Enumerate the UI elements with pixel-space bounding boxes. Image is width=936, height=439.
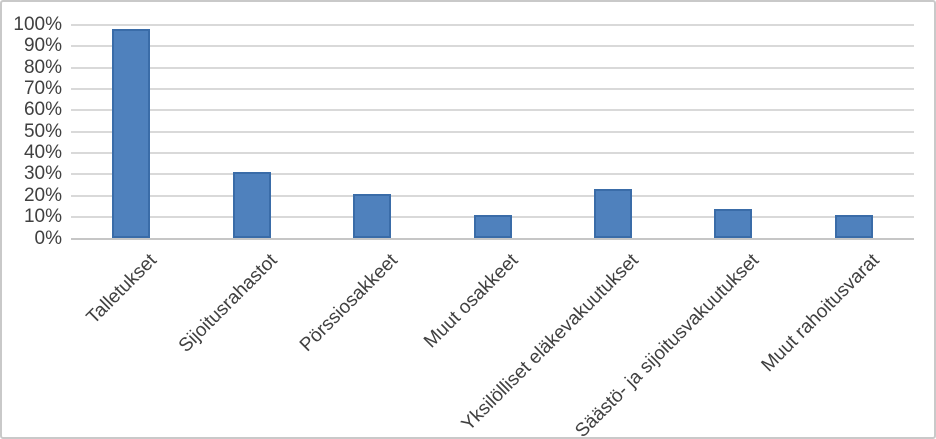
gridline <box>71 45 914 48</box>
y-tick-label: 90% <box>23 35 62 57</box>
bar-1 <box>112 29 151 239</box>
y-tick-label: 50% <box>23 120 62 142</box>
y-tick-label: 100% <box>13 14 62 35</box>
category-label: Talletukset <box>82 250 162 329</box>
bar-4 <box>473 215 512 239</box>
bar-6 <box>714 208 753 239</box>
gridline <box>71 152 914 155</box>
y-tick-label: 0% <box>34 227 62 249</box>
bar-3 <box>353 193 392 239</box>
y-tick-label: 10% <box>23 206 62 228</box>
gridline <box>71 24 914 26</box>
y-tick-label: 20% <box>23 184 62 206</box>
y-tick-label: 70% <box>23 78 62 100</box>
gridline <box>71 173 914 176</box>
gridline <box>71 88 914 91</box>
gridline <box>71 66 914 69</box>
y-tick-label: 60% <box>23 99 62 121</box>
y-tick-label: 40% <box>23 142 62 164</box>
y-tick-label: 80% <box>23 56 62 78</box>
gridline <box>71 130 914 133</box>
bar-2 <box>232 172 271 239</box>
x-axis-line <box>71 237 914 240</box>
bar-7 <box>834 215 873 239</box>
gridline <box>71 194 914 197</box>
bar-5 <box>593 189 632 239</box>
y-tick-label: 30% <box>23 163 62 185</box>
gridline <box>71 109 914 112</box>
